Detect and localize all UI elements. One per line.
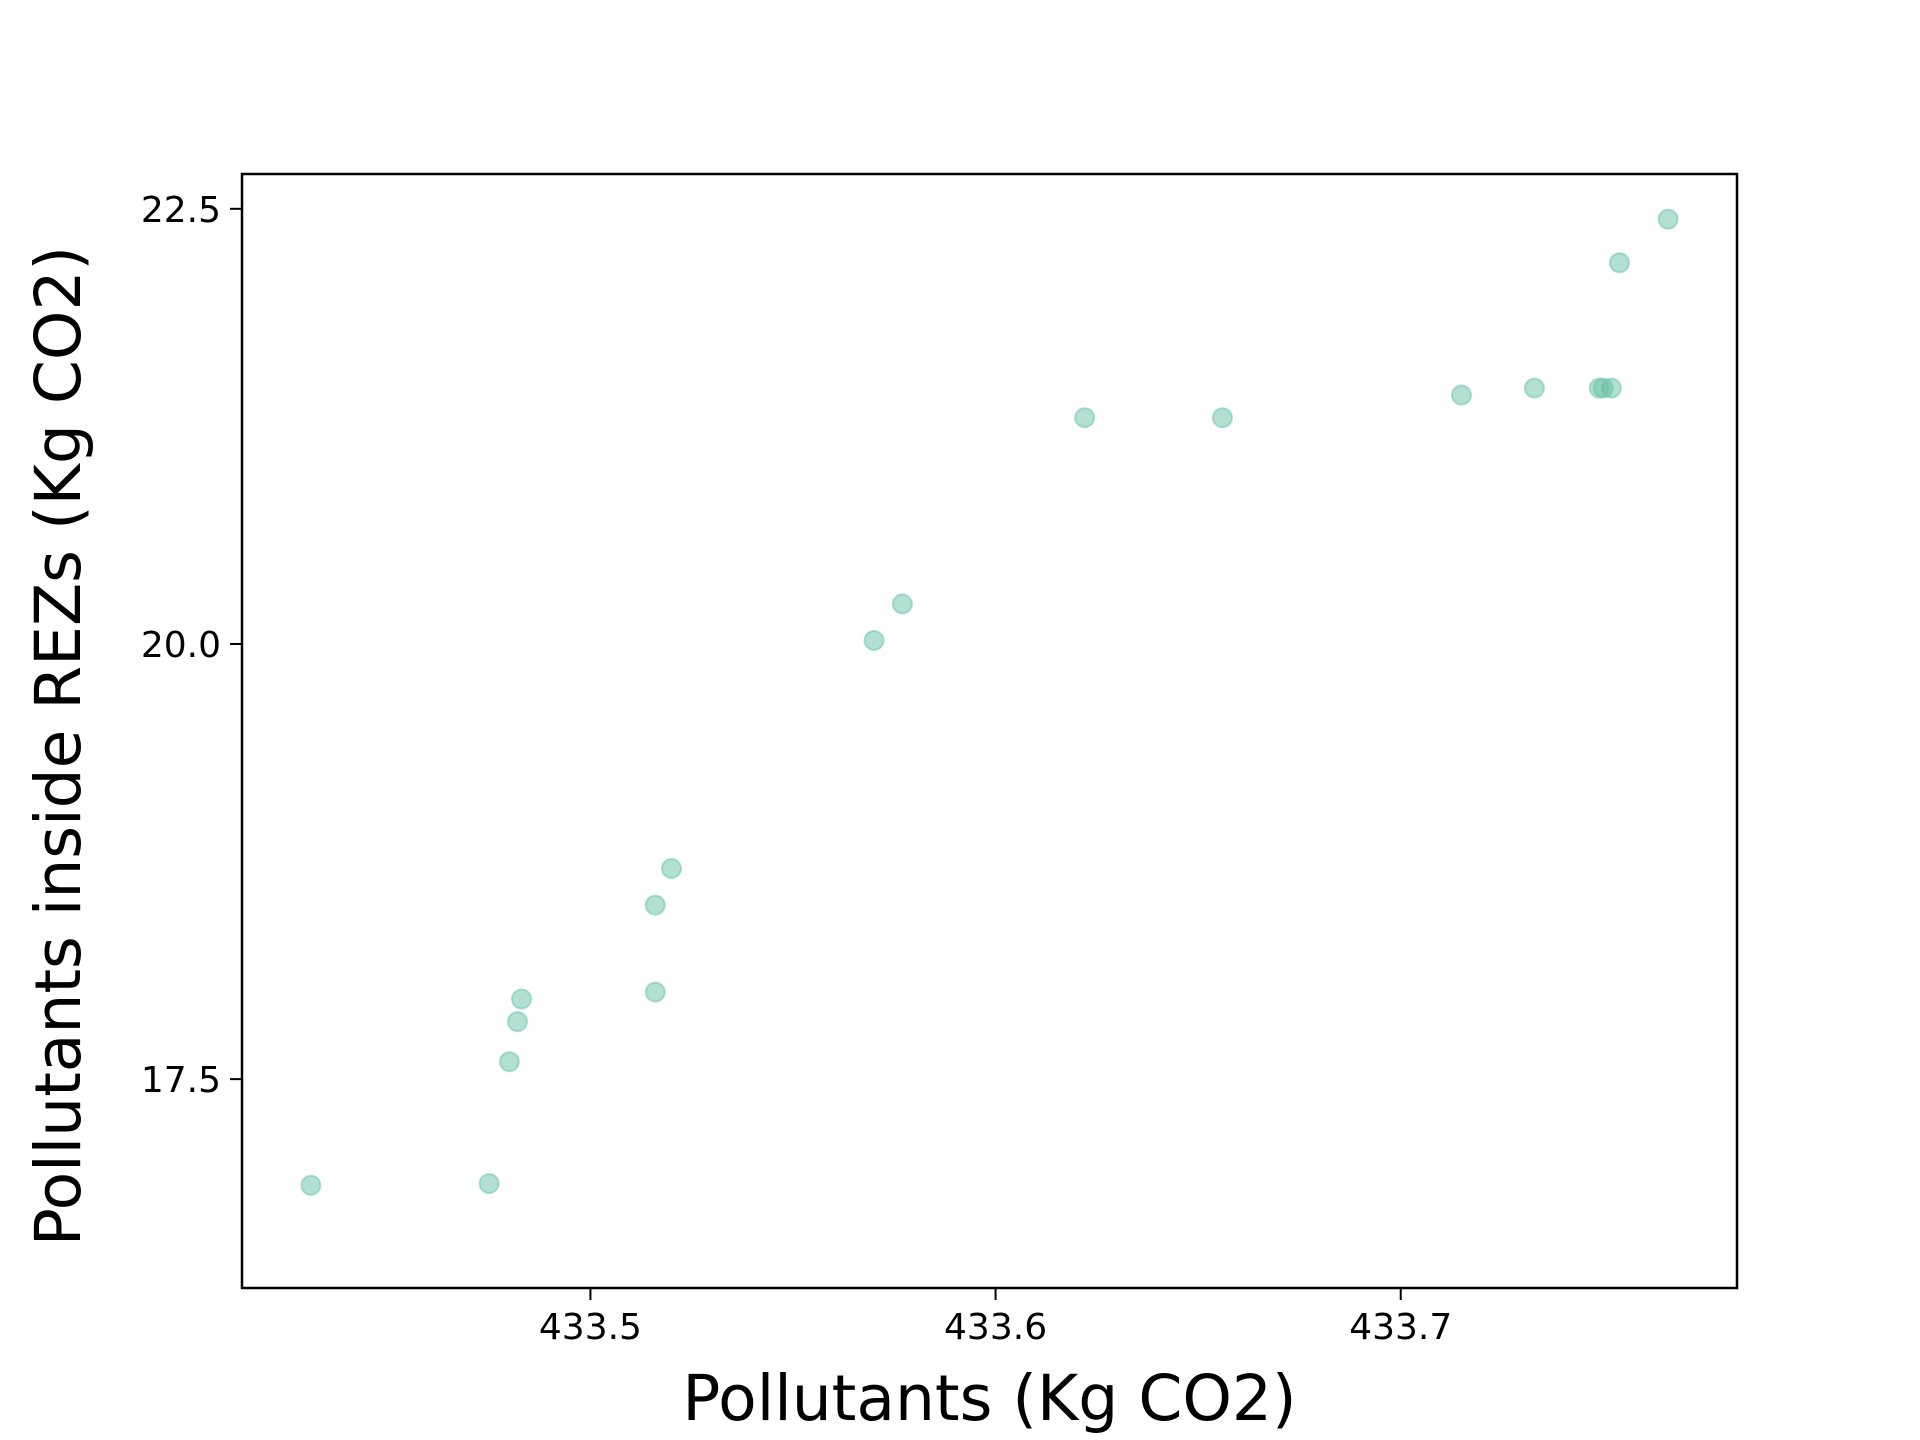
data-point	[1450, 384, 1472, 406]
data-point	[511, 988, 533, 1010]
data-point	[507, 1011, 529, 1033]
data-point	[1609, 252, 1631, 274]
x-tick-label: 433.5	[539, 1307, 642, 1348]
x-tick-label: 433.6	[944, 1307, 1047, 1348]
y-tick-label: 20.0	[141, 625, 221, 666]
y-axis-title: Pollutants inside REZs (Kg CO2)	[22, 246, 95, 1246]
data-point	[1600, 377, 1622, 399]
data-point	[891, 593, 913, 615]
data-point	[478, 1173, 500, 1195]
x-tick-label: 433.7	[1349, 1307, 1452, 1348]
data-point	[300, 1174, 322, 1196]
y-axis-ticks: 17.5 20.0 22.5	[141, 190, 242, 1101]
x-axis-title: Pollutants (Kg CO2)	[682, 1362, 1296, 1435]
x-axis-ticks: 433.5 433.6 433.7	[539, 1288, 1452, 1348]
data-point	[660, 858, 682, 880]
data-point	[498, 1051, 520, 1073]
plot-frame	[240, 172, 1739, 1290]
data-point	[1211, 407, 1233, 429]
y-tick-label: 22.5	[141, 190, 221, 231]
y-tick-label: 17.5	[141, 1060, 221, 1101]
data-point	[644, 894, 666, 916]
data-point	[644, 981, 666, 1003]
data-point	[1074, 407, 1096, 429]
data-points	[300, 208, 1679, 1196]
data-point	[863, 629, 885, 651]
data-point	[1657, 208, 1679, 230]
data-point	[1523, 377, 1545, 399]
